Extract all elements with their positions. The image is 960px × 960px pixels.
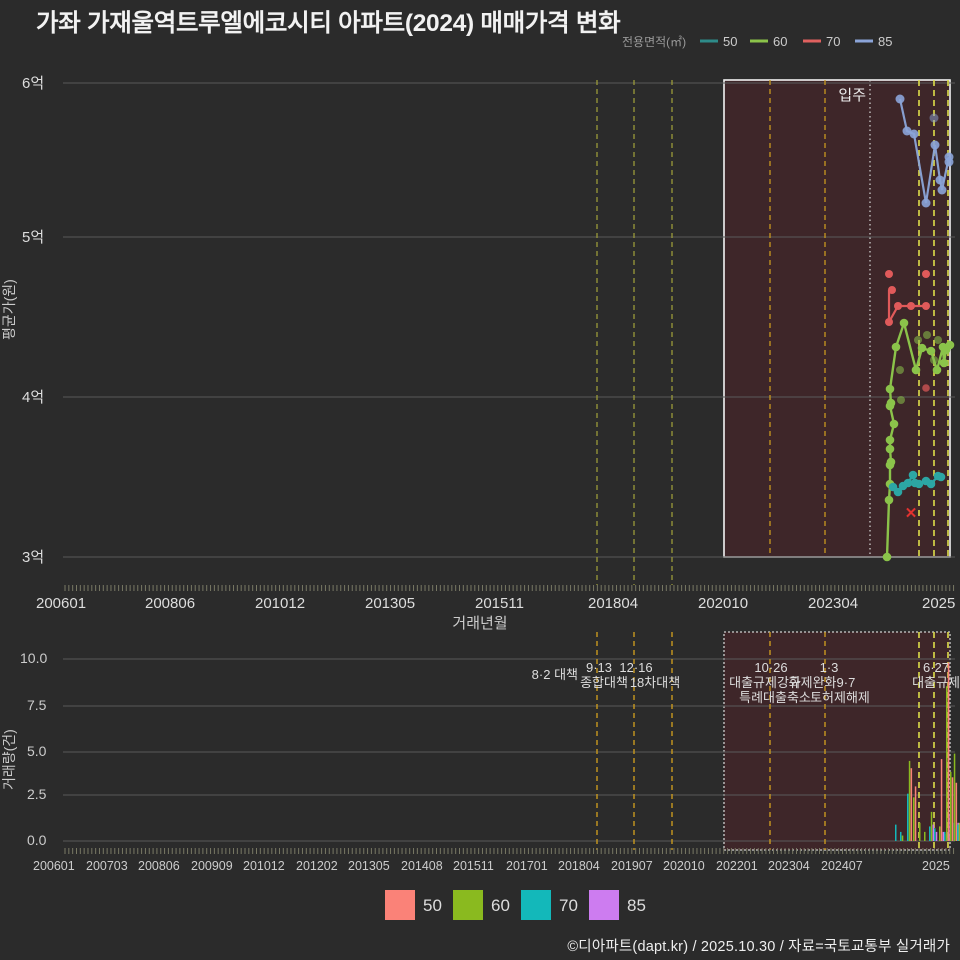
svg-text:70: 70 [559, 896, 578, 915]
svg-text:70: 70 [826, 34, 840, 49]
svg-text:18차대책: 18차대책 [630, 675, 680, 690]
svg-text:4억: 4억 [22, 389, 44, 406]
svg-text:7.5: 7.5 [27, 697, 47, 713]
svg-text:201202: 201202 [296, 859, 338, 873]
svg-text:201012: 201012 [243, 859, 285, 873]
svg-text:60: 60 [491, 896, 510, 915]
svg-text:201408: 201408 [401, 859, 443, 873]
svg-text:5.0: 5.0 [27, 743, 47, 759]
svg-text:0.0: 0.0 [27, 832, 47, 848]
svg-text:12·16: 12·16 [619, 660, 652, 675]
svg-text:201305: 201305 [348, 859, 390, 873]
svg-text:10·26: 10·26 [754, 660, 787, 675]
svg-text:201012: 201012 [255, 595, 305, 612]
svg-text:특례대출축소: 특례대출축소 [739, 690, 811, 705]
svg-text:토허제해제: 토허제해제 [810, 690, 870, 705]
svg-text:201305: 201305 [365, 595, 415, 612]
svg-text:평균가(원): 평균가(원) [1, 279, 17, 340]
svg-text:202201: 202201 [716, 859, 758, 873]
svg-text:입주: 입주 [838, 87, 866, 104]
svg-text:200601: 200601 [36, 595, 86, 612]
svg-text:8·2 대책: 8·2 대책 [532, 667, 578, 682]
svg-text:대출규제: 대출규제 [912, 675, 960, 690]
svg-text:2025: 2025 [922, 859, 950, 873]
svg-text:201804: 201804 [558, 859, 600, 873]
svg-text:50: 50 [723, 34, 737, 49]
svg-text:201511: 201511 [475, 595, 524, 612]
svg-text:✕: ✕ [905, 505, 918, 522]
svg-text:2.5: 2.5 [27, 786, 47, 802]
svg-text:201701: 201701 [506, 859, 548, 873]
svg-text:202304: 202304 [808, 595, 858, 612]
svg-text:202010: 202010 [698, 595, 748, 612]
svg-text:200806: 200806 [138, 859, 180, 873]
svg-text:50: 50 [423, 896, 442, 915]
svg-text:200703: 200703 [86, 859, 128, 873]
svg-text:202304: 202304 [768, 859, 810, 873]
svg-text:202010: 202010 [663, 859, 705, 873]
svg-text:200909: 200909 [191, 859, 233, 873]
svg-text:종합대책: 종합대책 [580, 675, 628, 690]
svg-text:거래량(건): 거래량(건) [1, 729, 17, 790]
svg-text:2025: 2025 [922, 595, 955, 612]
svg-text:200601: 200601 [33, 859, 75, 873]
svg-text:6·27: 6·27 [923, 660, 949, 675]
svg-text:1·3: 1·3 [820, 660, 839, 675]
svg-text:85: 85 [627, 896, 646, 915]
svg-text:85: 85 [878, 34, 892, 49]
svg-text:규제완화9·7: 규제완화9·7 [789, 675, 856, 690]
svg-text:5억: 5억 [22, 229, 44, 246]
svg-text:9·13: 9·13 [586, 660, 612, 675]
svg-text:6억: 6억 [22, 75, 44, 92]
svg-text:200806: 200806 [145, 595, 195, 612]
svg-text:3억: 3억 [22, 549, 44, 566]
svg-text:201804: 201804 [588, 595, 638, 612]
svg-text:202407: 202407 [821, 859, 863, 873]
svg-text:201907: 201907 [611, 859, 653, 873]
svg-text:201511: 201511 [453, 859, 494, 873]
svg-text:60: 60 [773, 34, 787, 49]
svg-text:10.0: 10.0 [20, 650, 47, 666]
